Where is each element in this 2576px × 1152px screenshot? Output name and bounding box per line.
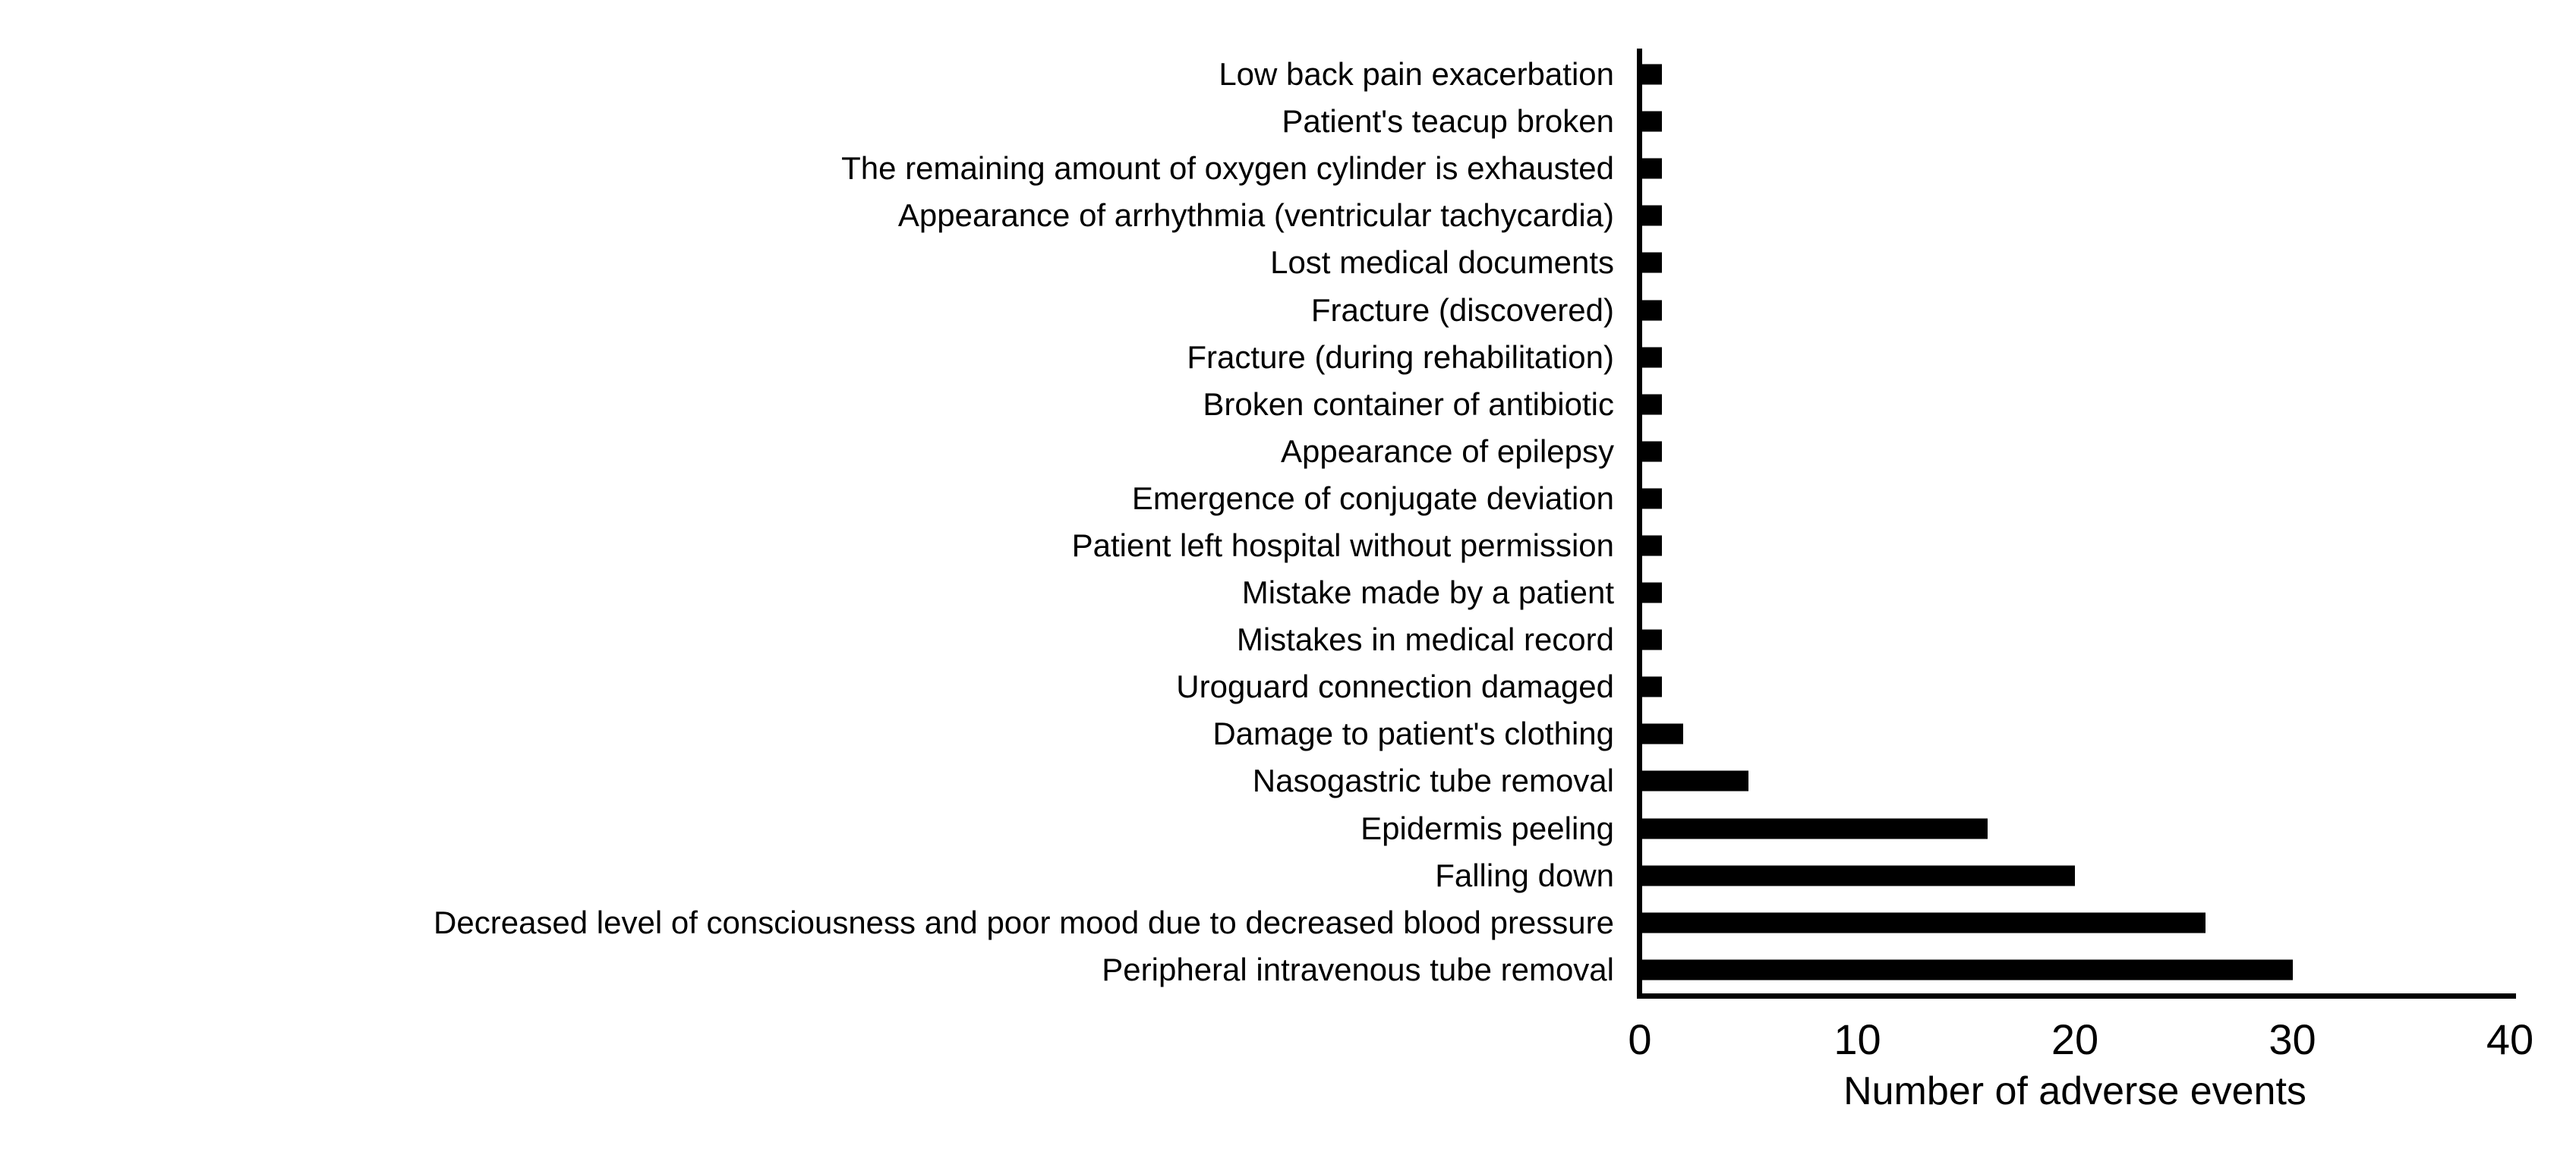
chart-row: Epidermis peeling — [0, 805, 2513, 852]
bar — [1640, 865, 2075, 886]
bar-track — [1640, 334, 2513, 381]
bar-track — [1640, 98, 2513, 145]
category-label: Decreased level of consciousness and poo… — [434, 904, 1614, 940]
bar — [1640, 111, 1662, 132]
bar-track — [1640, 946, 2513, 993]
bar-track — [1640, 663, 2513, 710]
chart-row: Patient's teacup broken — [0, 98, 2513, 145]
category-label: Fracture (during rehabilitation) — [1187, 338, 1614, 375]
bar-track — [1640, 381, 2513, 428]
chart-row: The remaining amount of oxygen cylinder … — [0, 145, 2513, 192]
chart-row: Fracture (during rehabilitation) — [0, 334, 2513, 381]
bar — [1640, 64, 1662, 85]
category-label: Low back pain exacerbation — [1219, 56, 1614, 93]
x-axis-line — [1637, 993, 2516, 999]
category-label: Patient left hospital without permission — [1071, 527, 1614, 563]
x-tick-label: 30 — [2269, 1015, 2316, 1063]
category-label: Mistakes in medical record — [1236, 622, 1614, 658]
category-label: Appearance of arrhythmia (ventricular ta… — [897, 197, 1614, 234]
category-label: Mistake made by a patient — [1241, 574, 1614, 611]
category-label: Falling down — [1435, 857, 1614, 893]
bar-track — [1640, 428, 2513, 475]
category-label: Damage to patient's clothing — [1212, 716, 1614, 752]
category-label: Lost medical documents — [1270, 244, 1614, 281]
bar-track — [1640, 899, 2513, 946]
bar-track — [1640, 569, 2513, 616]
bar — [1640, 818, 1988, 839]
category-label: Epidermis peeling — [1361, 810, 1614, 846]
bar-track — [1640, 145, 2513, 192]
category-label: Patient's teacup broken — [1282, 103, 1614, 140]
chart-row: Decreased level of consciousness and poo… — [0, 899, 2513, 946]
chart-row: Uroguard connection damaged — [0, 663, 2513, 710]
chart-row: Falling down — [0, 852, 2513, 899]
category-label: Nasogastric tube removal — [1252, 763, 1614, 799]
bar — [1640, 488, 1662, 509]
category-label: Emergence of conjugate deviation — [1131, 480, 1614, 516]
x-tick-label: 40 — [2486, 1015, 2534, 1063]
chart-row: Damage to patient's clothing — [0, 710, 2513, 757]
x-axis-ticks: 0 10 20 30 40 — [1628, 1015, 2533, 1073]
chart-row: Nasogastric tube removal — [0, 757, 2513, 804]
bar — [1640, 158, 1662, 179]
x-tick-label: 20 — [2051, 1015, 2099, 1063]
chart-row: Emergence of conjugate deviation — [0, 475, 2513, 522]
category-label: Uroguard connection damaged — [1176, 669, 1614, 705]
chart-row: Broken container of antibiotic — [0, 381, 2513, 428]
bar-track — [1640, 757, 2513, 804]
bar — [1640, 252, 1662, 273]
x-axis-title: Number of adverse events — [1843, 1069, 2306, 1113]
category-label: Peripheral intravenous tube removal — [1102, 951, 1614, 987]
chart-row: Low back pain exacerbation — [0, 51, 2513, 98]
bar — [1640, 394, 1662, 415]
y-axis-line — [1637, 49, 1642, 999]
bar — [1640, 723, 1684, 744]
x-tick-label: 0 — [1628, 1015, 1652, 1063]
chart-row: Patient left hospital without permission — [0, 522, 2513, 569]
bar — [1640, 629, 1662, 650]
bar-track — [1640, 51, 2513, 98]
bar-track — [1640, 852, 2513, 899]
chart-row: Mistake made by a patient — [0, 569, 2513, 616]
x-tick-label: 10 — [1833, 1015, 1881, 1063]
bar-track — [1640, 805, 2513, 852]
chart-row: Lost medical documents — [0, 239, 2513, 286]
bar — [1640, 770, 1749, 792]
bar — [1640, 535, 1662, 556]
bar — [1640, 676, 1662, 697]
bar — [1640, 441, 1662, 462]
chart-row: Fracture (discovered) — [0, 286, 2513, 333]
category-label: The remaining amount of oxygen cylinder … — [841, 150, 1614, 187]
bar-track — [1640, 522, 2513, 569]
chart-row: Appearance of arrhythmia (ventricular ta… — [0, 192, 2513, 239]
bar — [1640, 912, 2206, 933]
bar-track — [1640, 710, 2513, 757]
bar-track — [1640, 286, 2513, 333]
category-label: Broken container of antibiotic — [1203, 386, 1614, 422]
category-label: Appearance of epilepsy — [1281, 433, 1614, 469]
bar — [1640, 959, 2293, 980]
bar — [1640, 300, 1662, 321]
category-label: Fracture (discovered) — [1310, 291, 1614, 328]
bar-rows: Low back pain exacerbation Patient's teac… — [0, 51, 2513, 993]
bar — [1640, 205, 1662, 226]
bar — [1640, 582, 1662, 603]
bar-track — [1640, 475, 2513, 522]
chart-row: Peripheral intravenous tube removal — [0, 946, 2513, 993]
bar-track — [1640, 616, 2513, 663]
bar — [1640, 347, 1662, 368]
chart-row: Appearance of epilepsy — [0, 428, 2513, 475]
bar-track — [1640, 239, 2513, 286]
bar-track — [1640, 192, 2513, 239]
chart-row: Mistakes in medical record — [0, 616, 2513, 663]
